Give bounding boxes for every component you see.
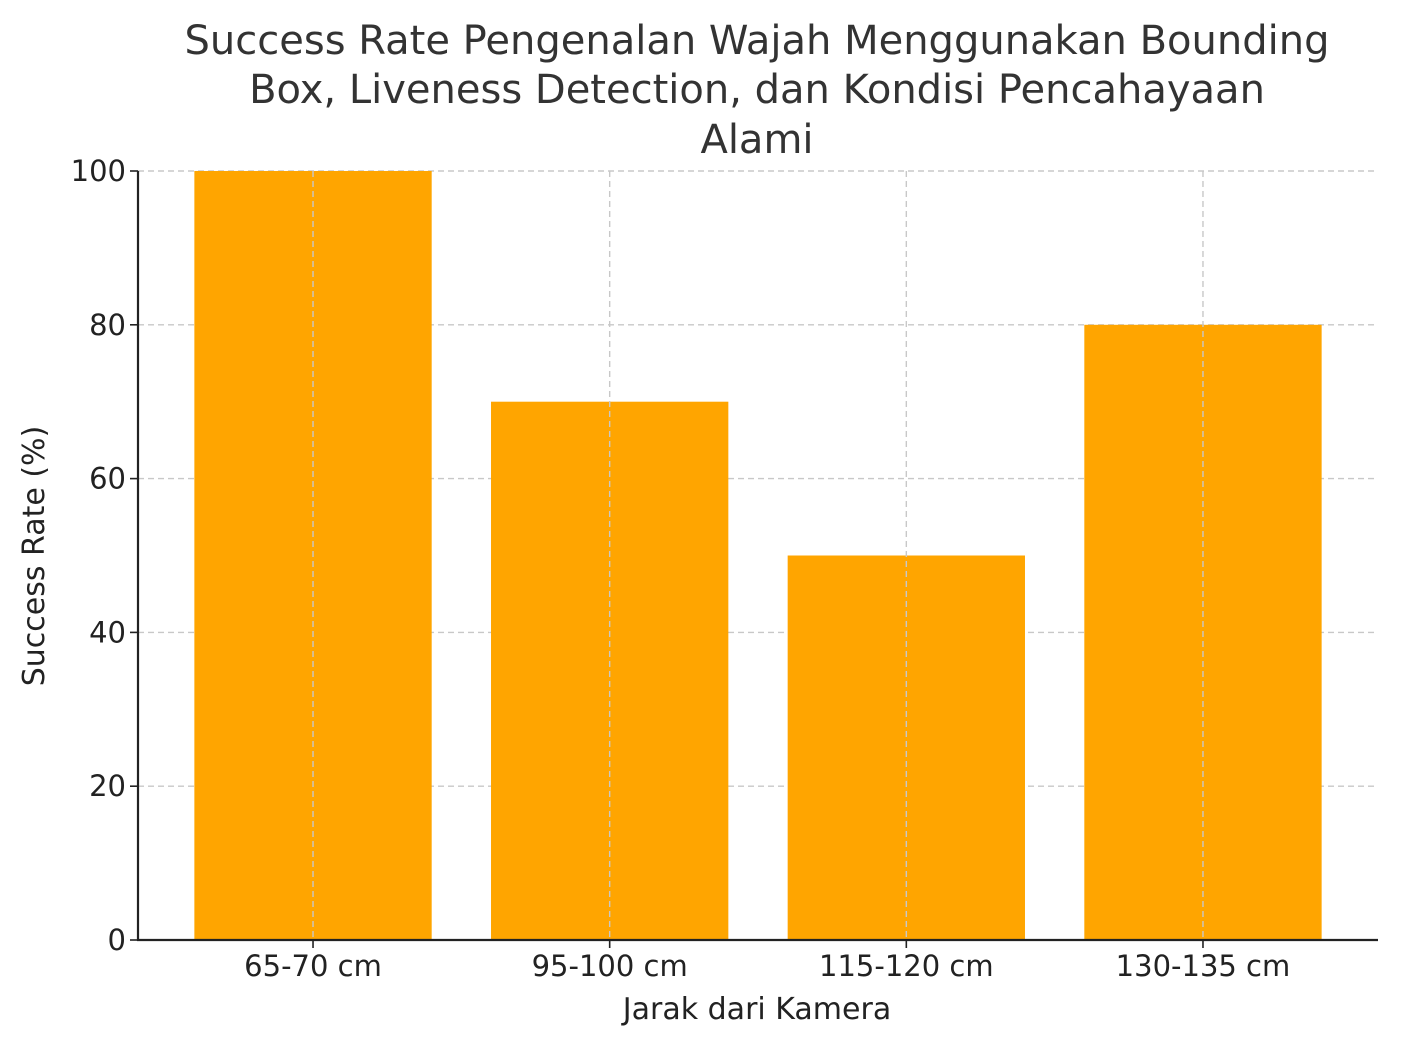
y-tick-label: 80 [89,308,126,342]
y-tick-label: 100 [71,154,126,188]
y-tick-label: 20 [89,769,126,803]
bars [194,171,1322,940]
x-axis-label: Jarak dari Kamera [621,992,891,1027]
x-tick-label: 95-100 cm [532,949,688,983]
axes [136,171,1378,942]
chart-title-line-2: Box, Liveness Detection, dan Kondisi Pen… [249,67,1265,113]
x-tick-label: 115-120 cm [819,949,994,983]
x-tick-label: 130-135 cm [1116,949,1291,983]
chart-title-line-1: Success Rate Pengenalan Wajah Menggunaka… [185,18,1330,64]
y-axis-label: Success Rate (%) [17,426,52,687]
y-ticks: 0 20 40 60 80 100 [71,154,138,957]
y-tick-label: 0 [108,923,126,957]
chart-title: Success Rate Pengenalan Wajah Menggunaka… [185,18,1330,163]
x-tick-label: 65-70 cm [244,949,382,983]
y-tick-label: 40 [89,615,126,649]
y-tick-label: 60 [89,462,126,496]
grid-lines-overlay [312,171,1204,940]
x-ticks: 65-70 cm 95-100 cm 115-120 cm 130-135 cm [244,940,1290,983]
chart-title-line-3: Alami [700,117,813,163]
